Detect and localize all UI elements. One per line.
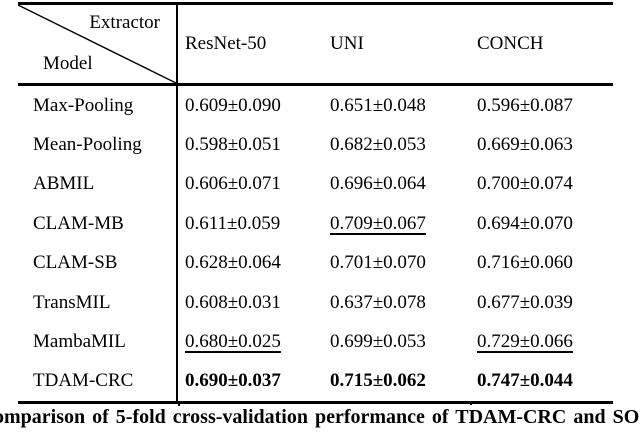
model-cell: CLAM-SB: [18, 243, 178, 283]
table-row: CLAM-MB 0.611±0.059 0.709±0.067 0.694±0.…: [18, 204, 613, 244]
diagonal-corner-cell: Extractor Model: [18, 5, 178, 83]
value-cell: 0.716±0.060: [477, 252, 573, 274]
results-table: Extractor Model ResNet-50 UNI CONCH Max-…: [18, 2, 613, 405]
table-row: Max-Pooling 0.609±0.090 0.651±0.048 0.59…: [18, 86, 613, 126]
model-cell: CLAM-MB: [18, 204, 178, 244]
column-header-resnet50: ResNet-50: [185, 33, 267, 54]
table-row: ABMIL 0.606±0.071 0.696±0.064 0.700±0.07…: [18, 164, 613, 205]
value-cell: 0.694±0.070: [477, 212, 573, 234]
column-rule-tick: [178, 401, 180, 406]
table-header-row: Extractor Model ResNet-50 UNI CONCH: [18, 5, 613, 86]
value-cell: 0.699±0.053: [330, 331, 426, 353]
value-cell: 0.700±0.074: [477, 173, 573, 195]
value-cell: 0.651±0.048: [330, 94, 426, 116]
table-row: TransMIL 0.608±0.031 0.637±0.078 0.677±0…: [18, 282, 613, 323]
value-cell: 0.606±0.071: [185, 173, 281, 195]
value-cell: 0.729±0.066: [477, 331, 573, 353]
value-cell: 0.682±0.053: [330, 134, 426, 156]
value-cell: 0.628±0.064: [185, 252, 281, 274]
diagonal-divider-line: [18, 5, 176, 83]
corner-label-model: Model: [43, 53, 93, 74]
value-cell: 0.637±0.078: [330, 291, 426, 313]
column-rule-tick: [470, 401, 472, 405]
table-row: Mean-Pooling 0.598±0.051 0.682±0.053 0.6…: [18, 125, 613, 165]
value-cell: 0.608±0.031: [185, 291, 281, 313]
value-cell: 0.596±0.087: [477, 94, 573, 116]
value-cell: 0.709±0.067: [330, 212, 426, 234]
value-cell: 0.747±0.044: [477, 370, 573, 392]
value-cell: 0.669±0.063: [477, 134, 573, 156]
model-cell: ABMIL: [18, 164, 178, 205]
table-row: TDAM-CRC 0.690±0.037 0.715±0.062 0.747±0…: [18, 361, 613, 402]
value-cell: 0.677±0.039: [477, 291, 573, 313]
value-cell: 0.609±0.090: [185, 94, 281, 116]
table-caption: omparison of 5-fold cross-validation per…: [0, 406, 640, 428]
model-cell: MambaMIL: [18, 322, 178, 362]
model-cell: Mean-Pooling: [18, 125, 178, 165]
model-cell: TDAM-CRC: [18, 361, 178, 402]
value-cell: 0.715±0.062: [330, 370, 426, 392]
column-header-conch: CONCH: [477, 33, 544, 54]
table-row: CLAM-SB 0.628±0.064 0.701±0.070 0.716±0.…: [18, 243, 613, 283]
value-cell: 0.696±0.064: [330, 173, 426, 195]
model-cell: TransMIL: [18, 282, 178, 323]
table-row: MambaMIL 0.680±0.025 0.699±0.053 0.729±0…: [18, 322, 613, 362]
column-header-uni: UNI: [330, 33, 364, 54]
value-cell: 0.611±0.059: [185, 212, 281, 234]
value-cell: 0.701±0.070: [330, 252, 426, 274]
value-cell: 0.680±0.025: [185, 331, 281, 353]
model-cell: Max-Pooling: [18, 86, 178, 126]
corner-label-extractor: Extractor: [89, 12, 160, 33]
value-cell: 0.690±0.037: [185, 370, 281, 392]
value-cell: 0.598±0.051: [185, 134, 281, 156]
